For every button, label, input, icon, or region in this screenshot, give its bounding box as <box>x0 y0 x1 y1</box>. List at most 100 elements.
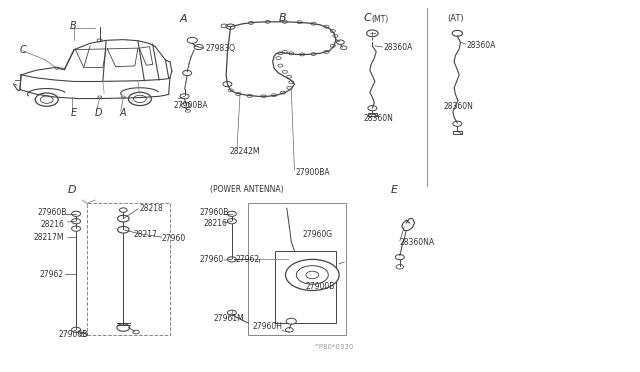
Circle shape <box>194 44 203 49</box>
Circle shape <box>118 215 129 222</box>
Text: 27900BA: 27900BA <box>173 101 208 110</box>
Text: 27900B: 27900B <box>58 330 88 339</box>
Circle shape <box>324 50 329 53</box>
Circle shape <box>367 30 378 37</box>
Circle shape <box>296 266 328 284</box>
Text: 27962: 27962 <box>39 270 63 279</box>
Circle shape <box>223 81 232 87</box>
Circle shape <box>311 52 316 55</box>
Text: 28217M: 28217M <box>34 232 65 242</box>
Circle shape <box>278 64 283 67</box>
Circle shape <box>300 53 305 56</box>
FancyBboxPatch shape <box>368 113 377 116</box>
Text: D: D <box>68 185 76 195</box>
Circle shape <box>97 39 102 42</box>
Circle shape <box>185 109 190 112</box>
Text: 27960: 27960 <box>162 234 186 243</box>
Circle shape <box>180 94 189 99</box>
Text: 27900B: 27900B <box>306 282 335 291</box>
Text: 27900BA: 27900BA <box>296 168 330 177</box>
Circle shape <box>280 91 285 94</box>
Text: E: E <box>390 185 397 195</box>
Circle shape <box>289 52 294 55</box>
Circle shape <box>134 95 147 103</box>
Circle shape <box>286 318 296 324</box>
Circle shape <box>72 327 81 333</box>
Circle shape <box>282 50 287 53</box>
Circle shape <box>297 21 302 24</box>
Circle shape <box>117 324 130 331</box>
Text: 28217: 28217 <box>134 230 157 239</box>
Circle shape <box>330 44 335 47</box>
Circle shape <box>35 93 58 106</box>
Circle shape <box>265 20 270 23</box>
Circle shape <box>337 40 344 44</box>
Circle shape <box>129 92 152 106</box>
Text: (AT): (AT) <box>448 14 465 23</box>
Text: E: E <box>71 108 77 118</box>
Circle shape <box>285 328 293 332</box>
Text: 27962: 27962 <box>236 255 260 264</box>
Circle shape <box>340 46 347 49</box>
Circle shape <box>333 35 338 37</box>
Text: 27960B: 27960B <box>200 208 229 217</box>
Circle shape <box>271 94 276 97</box>
Circle shape <box>261 95 266 98</box>
Text: 28360NA: 28360NA <box>400 238 435 247</box>
Circle shape <box>324 25 329 28</box>
Circle shape <box>80 332 88 336</box>
Text: B: B <box>70 21 76 31</box>
Circle shape <box>396 254 404 260</box>
Text: B: B <box>278 13 286 23</box>
Text: 28216: 28216 <box>204 219 228 228</box>
Circle shape <box>227 310 236 315</box>
Circle shape <box>396 264 404 269</box>
Circle shape <box>228 89 233 92</box>
Circle shape <box>285 259 339 291</box>
Circle shape <box>289 81 294 84</box>
Circle shape <box>276 57 281 60</box>
Text: 27961M: 27961M <box>213 314 244 323</box>
Circle shape <box>287 75 292 78</box>
Text: 27960B: 27960B <box>38 208 67 217</box>
Circle shape <box>452 31 463 36</box>
Text: A: A <box>179 14 187 24</box>
Bar <box>248 203 346 335</box>
Circle shape <box>120 208 127 212</box>
Text: 27960H: 27960H <box>253 322 283 331</box>
Bar <box>87 203 170 335</box>
Text: (MT): (MT) <box>371 15 388 24</box>
Text: 28218: 28218 <box>140 204 163 213</box>
Circle shape <box>311 22 316 25</box>
Circle shape <box>72 226 81 231</box>
Circle shape <box>306 271 319 279</box>
Circle shape <box>227 211 236 217</box>
Circle shape <box>221 24 227 28</box>
Text: 28360N: 28360N <box>444 102 474 111</box>
Text: ^P80*0330: ^P80*0330 <box>314 344 354 350</box>
Circle shape <box>236 93 241 96</box>
Text: 28360N: 28360N <box>364 114 394 123</box>
Circle shape <box>227 257 236 262</box>
Circle shape <box>287 86 292 89</box>
Text: D: D <box>95 108 102 118</box>
Circle shape <box>122 96 125 98</box>
Circle shape <box>181 103 190 108</box>
Text: 28360A: 28360A <box>384 43 413 52</box>
Text: 28216: 28216 <box>41 221 65 230</box>
Text: 27960G: 27960G <box>302 230 332 240</box>
Circle shape <box>40 96 53 103</box>
Text: A: A <box>120 108 126 118</box>
Circle shape <box>133 330 140 334</box>
Circle shape <box>282 20 287 23</box>
Circle shape <box>72 219 81 224</box>
Text: 27983Q: 27983Q <box>205 44 235 52</box>
Circle shape <box>55 67 59 69</box>
Text: C: C <box>20 45 27 55</box>
Circle shape <box>226 24 235 29</box>
Text: 27960: 27960 <box>200 255 224 264</box>
Circle shape <box>227 219 236 224</box>
FancyBboxPatch shape <box>453 131 462 134</box>
Text: (POWER ANTENNA): (POWER ANTENNA) <box>210 185 284 194</box>
Text: 28360A: 28360A <box>467 41 496 50</box>
